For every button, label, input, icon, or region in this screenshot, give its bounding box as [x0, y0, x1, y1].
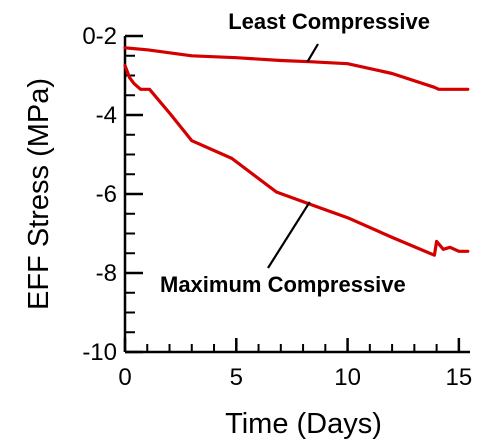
maximum-compressive-line	[123, 63, 470, 257]
annotations: Least Compressive Maximum Compressive	[160, 9, 430, 297]
maximum-compressive-leader-line	[267, 201, 311, 269]
least-compressive-leader-line	[306, 43, 319, 63]
axis-labels: Time (Days) EFF Stress (MPa)	[23, 78, 382, 440]
least-compressive-line	[123, 46, 470, 91]
least-compressive-annotation: Least Compressive	[228, 9, 430, 34]
x-tick-label: 10	[334, 364, 361, 391]
y-tick-label: -10	[82, 339, 117, 366]
y-tick-label: 0-2	[82, 23, 117, 50]
series-lines	[123, 46, 470, 257]
x-tick-label: 0	[118, 364, 131, 391]
x-tick-label: 15	[446, 364, 473, 391]
x-tick-label: 5	[230, 364, 243, 391]
x-axis-label: Time (Days)	[225, 408, 382, 440]
y-tick-label: -8	[96, 260, 117, 287]
maximum-compressive-annotation: Maximum Compressive	[160, 272, 406, 297]
y-tick-label: -6	[96, 181, 117, 208]
ticks: 0 5 10 15 0-2 -4 -6 -8 -10	[82, 23, 472, 391]
y-axis-label: EFF Stress (MPa)	[23, 78, 55, 310]
y-tick-label: -4	[96, 102, 117, 129]
